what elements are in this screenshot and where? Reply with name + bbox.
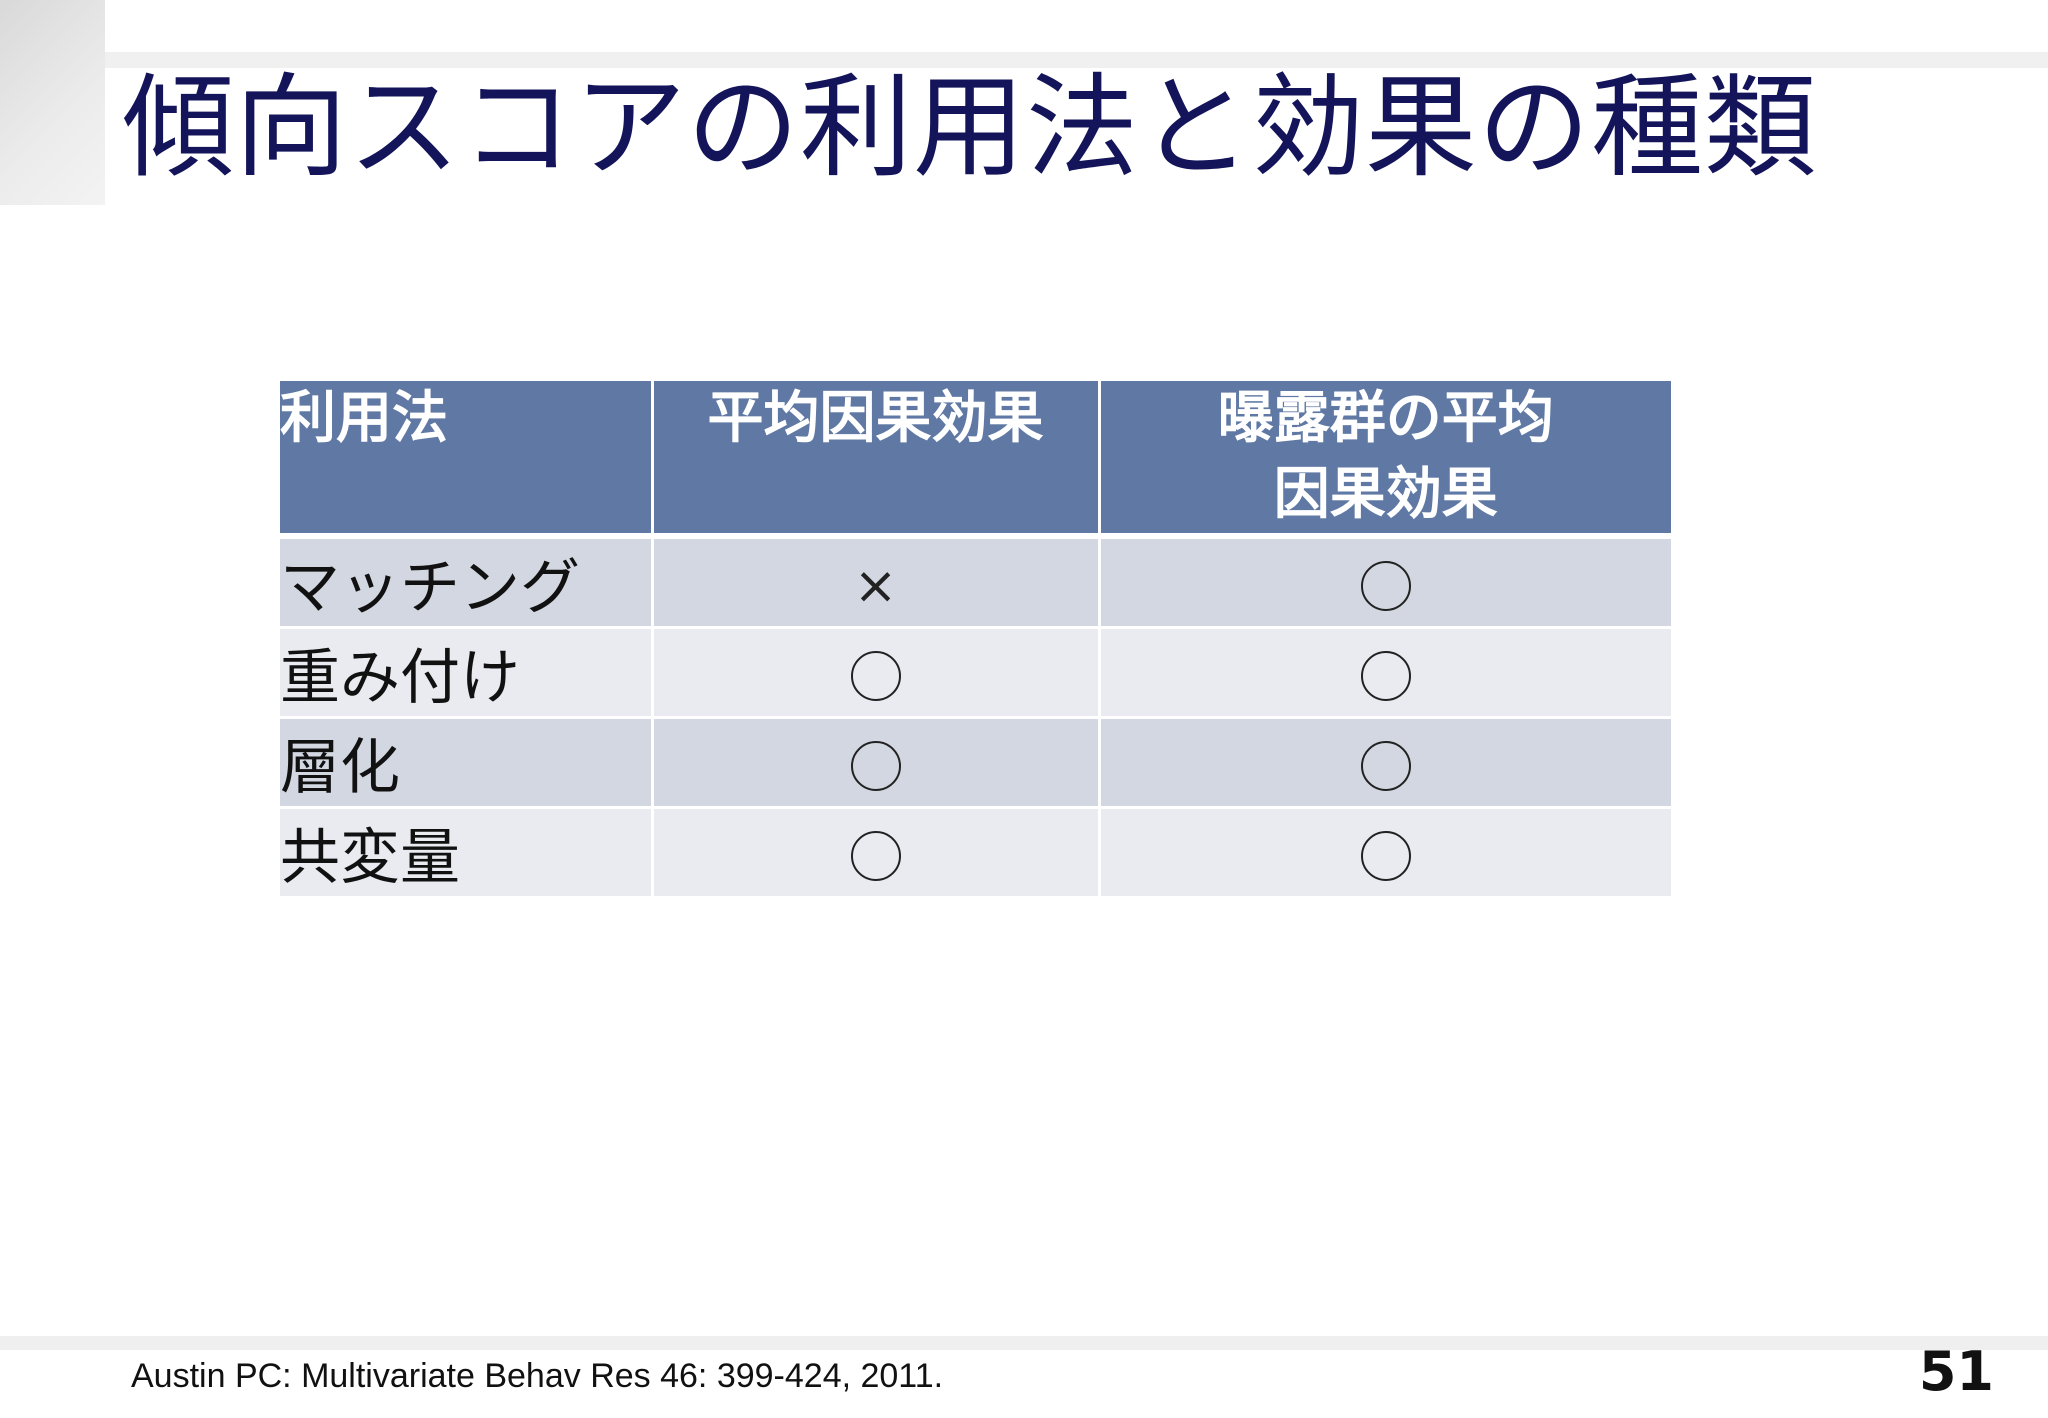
- circle-mark-icon: [1360, 740, 1411, 791]
- table-row: 共変量: [280, 807, 1671, 899]
- slide-title: 傾向スコアの利用法と効果の種類: [122, 63, 1817, 193]
- att-cell: [1099, 627, 1671, 719]
- att-cell: [1099, 807, 1671, 899]
- circle-mark-icon: [1360, 830, 1411, 881]
- table-row: マッチング ×: [280, 536, 1671, 629]
- effects-table: 利用法 平均因果効果 曝露群の平均 因果効果 マッチング × 重み付け 層化 共変量: [280, 381, 1671, 899]
- method-label: 重み付け: [280, 627, 654, 719]
- att-cell: [1099, 717, 1671, 809]
- circle-mark-icon: [1360, 560, 1411, 611]
- circle-mark-icon: [1360, 650, 1411, 701]
- circle-mark-icon: [850, 830, 901, 881]
- header-method: 利用法: [280, 381, 654, 539]
- table-row: 層化: [280, 717, 1671, 809]
- method-label: マッチング: [280, 536, 654, 629]
- header-ate: 平均因果効果: [652, 381, 1101, 539]
- citation-footnote: Austin PC: Multivariate Behav Res 46: 39…: [131, 1357, 944, 1395]
- method-label: 共変量: [280, 807, 654, 899]
- ate-cell: [652, 717, 1101, 809]
- circle-mark-icon: [850, 650, 901, 701]
- circle-mark-icon: [850, 740, 901, 791]
- header-att: 曝露群の平均 因果効果: [1099, 381, 1671, 539]
- method-label: 層化: [280, 717, 654, 809]
- cross-mark-icon: ×: [853, 555, 898, 616]
- ate-cell: ×: [652, 536, 1101, 629]
- table-row: 重み付け: [280, 627, 1671, 719]
- top-band: [105, 52, 2048, 68]
- bottom-band: [0, 1336, 2048, 1350]
- att-cell: [1099, 536, 1671, 629]
- ate-cell: [652, 627, 1101, 719]
- page-number: 51: [1918, 1340, 1994, 1403]
- ate-cell: [652, 807, 1101, 899]
- corner-decoration: [0, 0, 105, 205]
- table-header-row: 利用法 平均因果効果 曝露群の平均 因果効果: [280, 381, 1671, 539]
- comparison-table: 利用法 平均因果効果 曝露群の平均 因果効果 マッチング × 重み付け 層化 共変量: [280, 381, 1671, 899]
